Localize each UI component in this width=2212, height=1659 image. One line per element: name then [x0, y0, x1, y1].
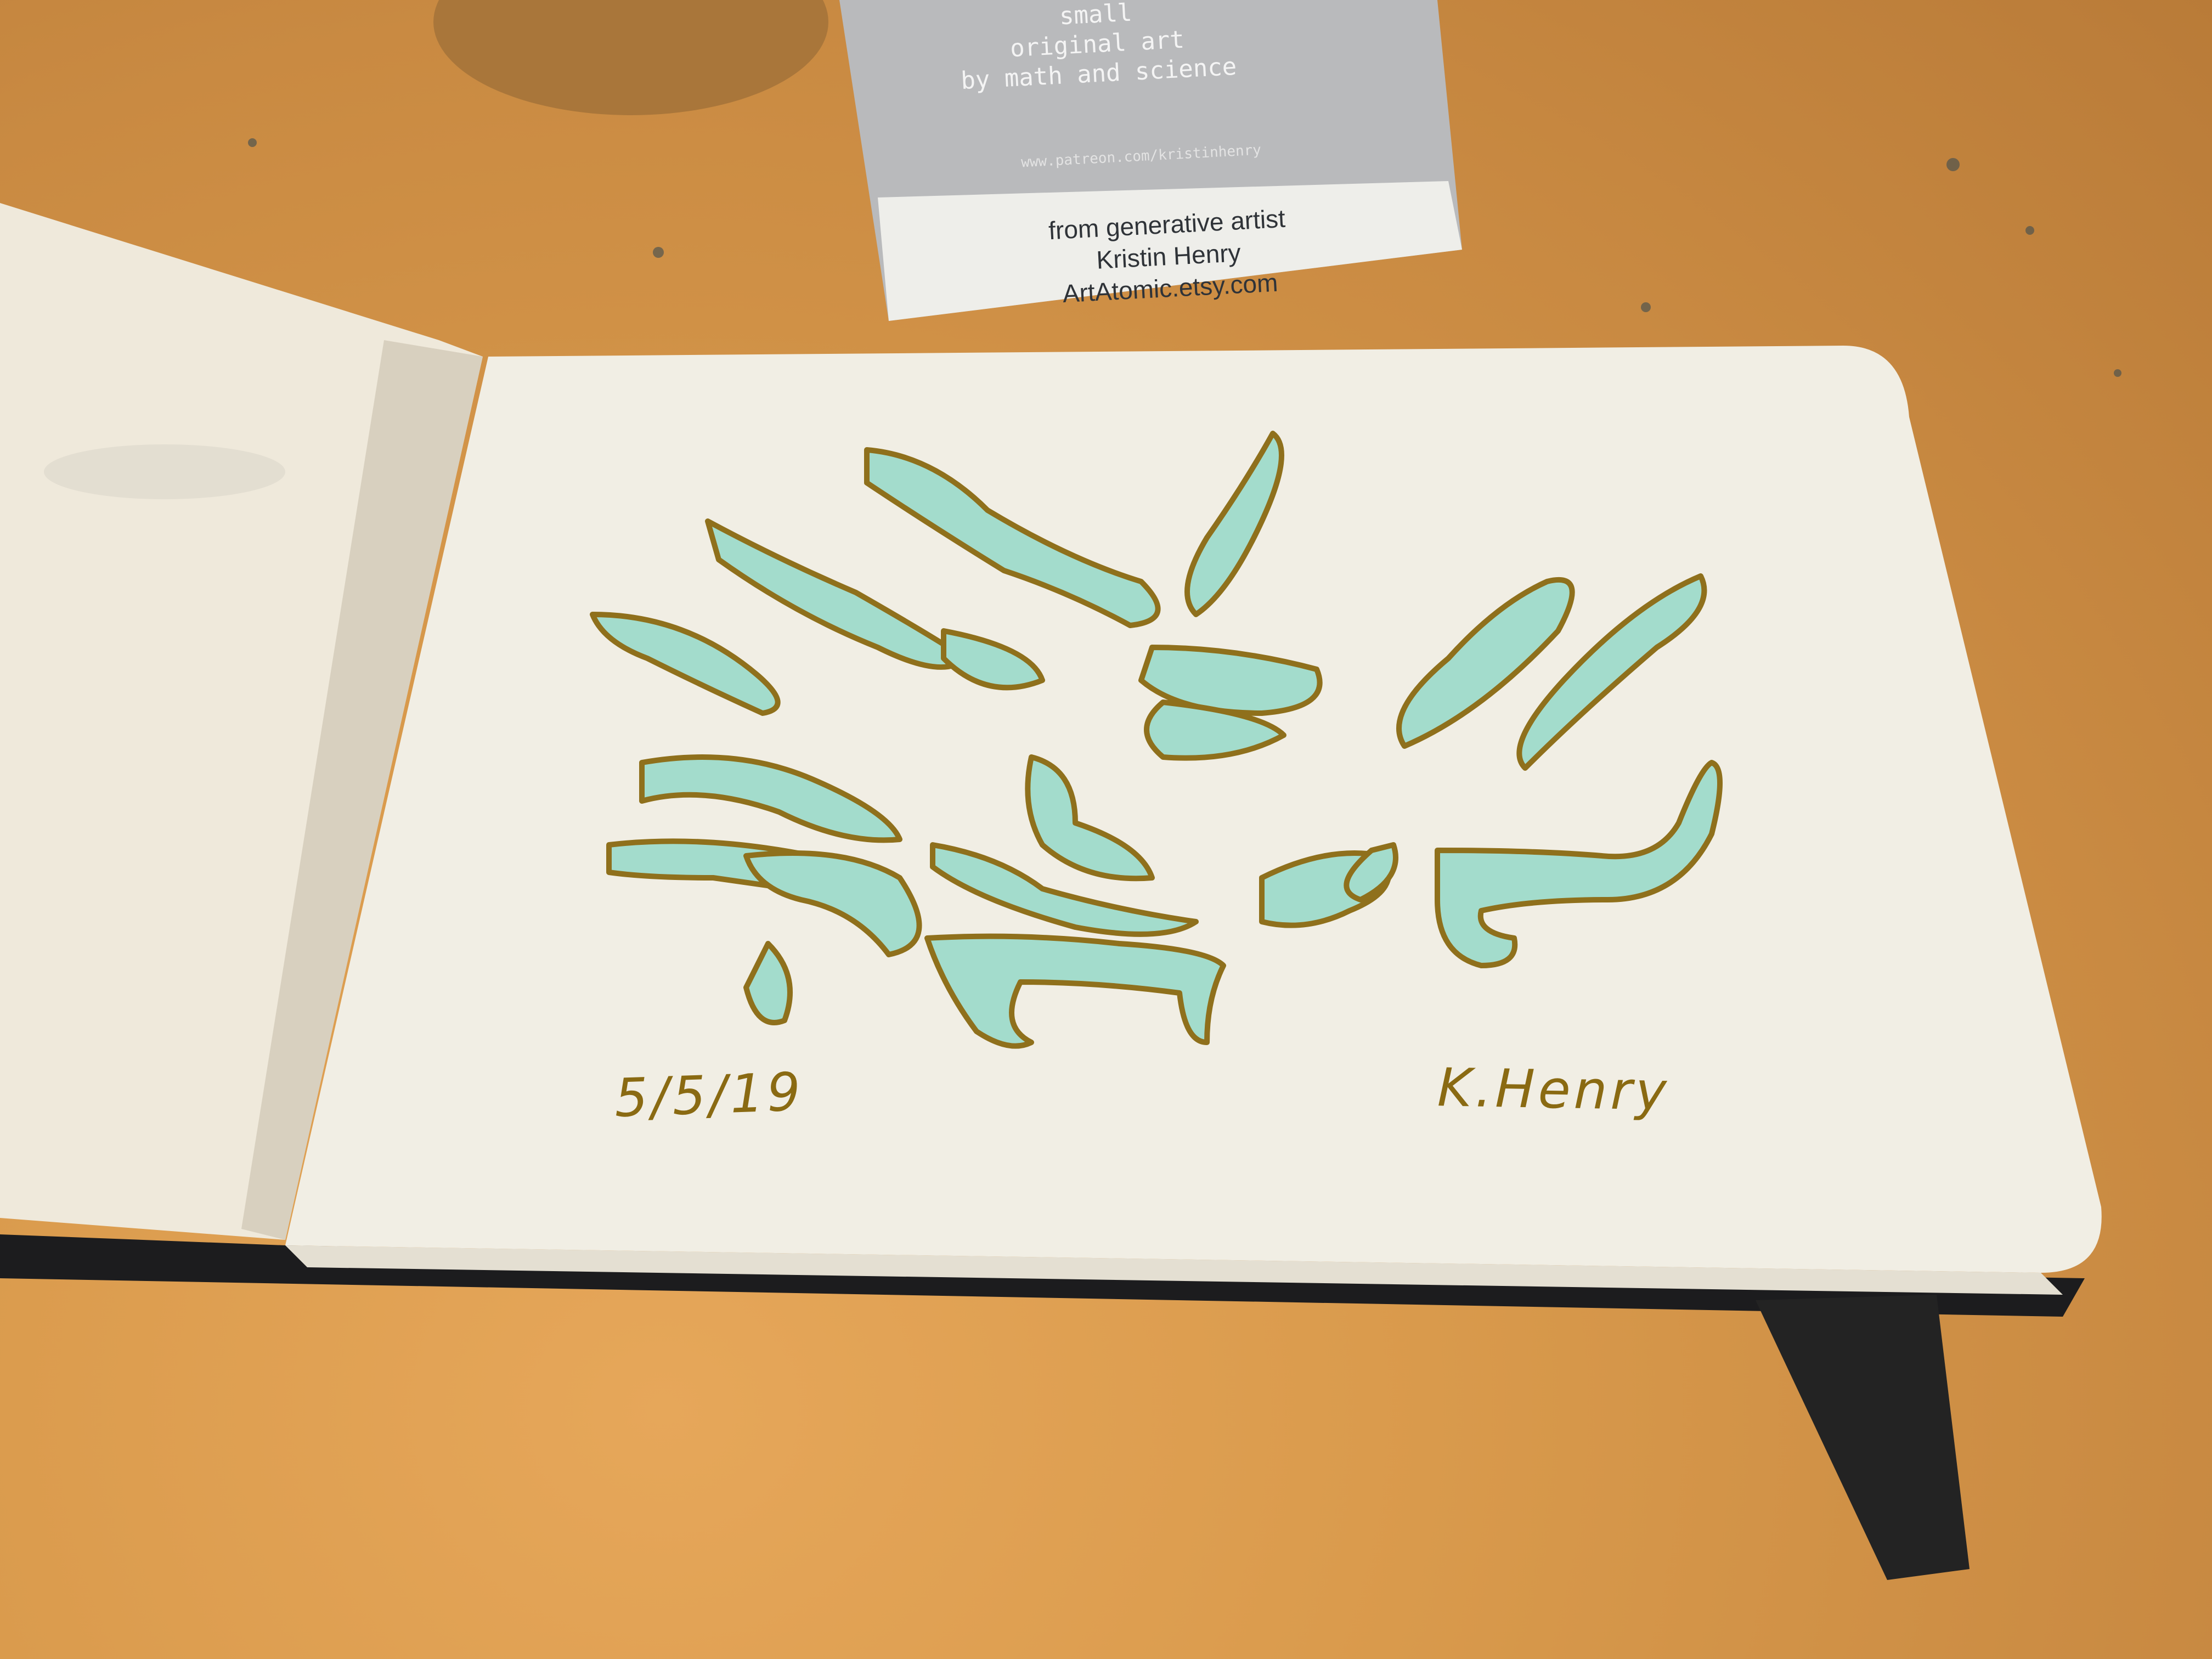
- right-page: [285, 346, 2102, 1273]
- sketch-date: 5/5/19: [613, 1061, 805, 1129]
- left-page-shadow: [241, 340, 483, 1240]
- paint-specks: [248, 138, 2121, 377]
- page-edge: [285, 1245, 2063, 1295]
- ink-drawing: [590, 431, 1723, 1049]
- cup: [433, 0, 828, 115]
- artist-signature: K.Henry: [1437, 1057, 1671, 1122]
- book-strap: [1756, 1295, 1970, 1580]
- page-smudge: [44, 444, 285, 499]
- business-card-label: [878, 181, 1462, 321]
